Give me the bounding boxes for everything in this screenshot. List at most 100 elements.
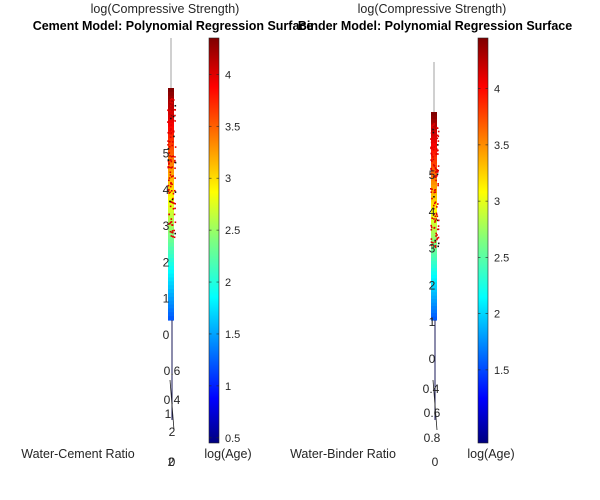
surface-segment	[431, 243, 437, 248]
surface-segment	[168, 308, 174, 313]
surface-segment	[168, 169, 174, 174]
data-point	[169, 174, 172, 176]
data-point	[430, 226, 433, 229]
surface-segment	[431, 216, 437, 221]
z-tick-label: 1	[163, 292, 170, 306]
surface-segment	[431, 177, 437, 182]
z-tick-label: 4	[163, 183, 170, 197]
surface-segment	[431, 299, 437, 304]
data-point	[437, 225, 440, 227]
data-point	[436, 169, 438, 171]
data-point	[436, 219, 439, 222]
binder-colorbar: 1.5 2 2.5 3 3.5 4	[477, 37, 509, 444]
data-point	[173, 213, 176, 216]
data-point	[433, 141, 436, 144]
data-point	[432, 131, 435, 134]
data-point	[170, 167, 173, 169]
data-point	[434, 221, 436, 223]
cement-surface	[167, 38, 177, 431]
data-point	[433, 218, 435, 220]
data-point	[170, 98, 173, 100]
data-point	[170, 155, 173, 158]
binder-ylabel: log(Age)	[467, 447, 514, 461]
surface-segment	[168, 262, 174, 267]
data-point	[434, 136, 436, 139]
data-point	[435, 212, 438, 215]
colorbar-tick-label: 4	[225, 69, 231, 81]
surface-segment	[431, 209, 437, 214]
data-point	[169, 130, 171, 132]
surface-segment	[168, 312, 174, 317]
data-point	[170, 113, 173, 115]
z-tick-label: 1	[429, 315, 436, 329]
data-point	[436, 144, 439, 146]
data-point	[430, 152, 433, 155]
surface-segment	[168, 146, 174, 151]
colorbar-tick-label: 2	[225, 277, 231, 289]
surface-segment	[168, 223, 174, 228]
data-point	[436, 237, 439, 240]
data-point	[431, 188, 433, 191]
data-point	[434, 246, 437, 249]
colorbar-tick-label: 0.5	[225, 433, 240, 445]
surface-segment	[431, 146, 437, 151]
data-point	[169, 191, 171, 194]
data-point	[431, 160, 433, 162]
surface-segment	[168, 192, 174, 197]
colorbar-tick-label: 1.5	[225, 329, 240, 341]
binder-panel: log(Compressive Strength) Binder Model: …	[290, 2, 572, 469]
z-tick-label: 4	[429, 205, 436, 219]
surface-segment	[168, 215, 174, 221]
surface-segment	[431, 153, 437, 158]
data-point	[172, 119, 175, 122]
data-point	[168, 152, 171, 154]
colorbar-gradient	[477, 37, 489, 444]
data-point	[173, 229, 176, 232]
z-tick-label: 5	[429, 168, 436, 182]
surface-segment	[168, 265, 174, 271]
data-point	[172, 235, 174, 238]
data-point	[174, 167, 176, 170]
data-point	[169, 136, 172, 139]
cement-colorbar: 0.5 1 1.5 2 2.5 3 3.5 4	[208, 37, 240, 445]
data-point	[168, 163, 170, 165]
surface-segment	[168, 242, 174, 248]
data-point	[171, 183, 173, 186]
surface-segment	[431, 202, 437, 207]
data-point	[169, 101, 172, 103]
data-point	[172, 155, 175, 157]
surface-segment	[168, 149, 174, 155]
surface-segment	[431, 295, 437, 300]
surface-segment	[431, 278, 437, 283]
surface-segment	[431, 132, 437, 137]
surface-segment	[431, 281, 437, 286]
surface-segment	[431, 129, 437, 134]
surface-segment	[431, 236, 437, 241]
surface-segment	[431, 160, 437, 165]
data-point	[174, 120, 176, 122]
data-point	[167, 140, 169, 142]
surface-segment	[168, 273, 174, 279]
data-point	[172, 207, 175, 210]
data-point	[173, 135, 175, 138]
data-point	[431, 197, 433, 200]
data-point	[169, 105, 172, 107]
data-point	[434, 241, 437, 243]
data-point	[168, 166, 171, 169]
data-point	[167, 184, 170, 187]
axis-line	[432, 379, 438, 431]
data-point	[436, 174, 438, 177]
data-point	[430, 159, 432, 161]
data-point	[431, 139, 434, 141]
data-point	[171, 231, 174, 234]
colorbar-tick-label: 3.5	[494, 140, 509, 152]
surface-segment	[168, 258, 174, 263]
data-point	[436, 137, 439, 140]
data-point	[170, 176, 173, 178]
data-point	[435, 148, 438, 150]
data-point	[173, 189, 176, 192]
data-point	[432, 148, 435, 151]
data-point	[435, 168, 437, 170]
data-point	[430, 147, 432, 150]
surface-segment	[168, 88, 174, 93]
